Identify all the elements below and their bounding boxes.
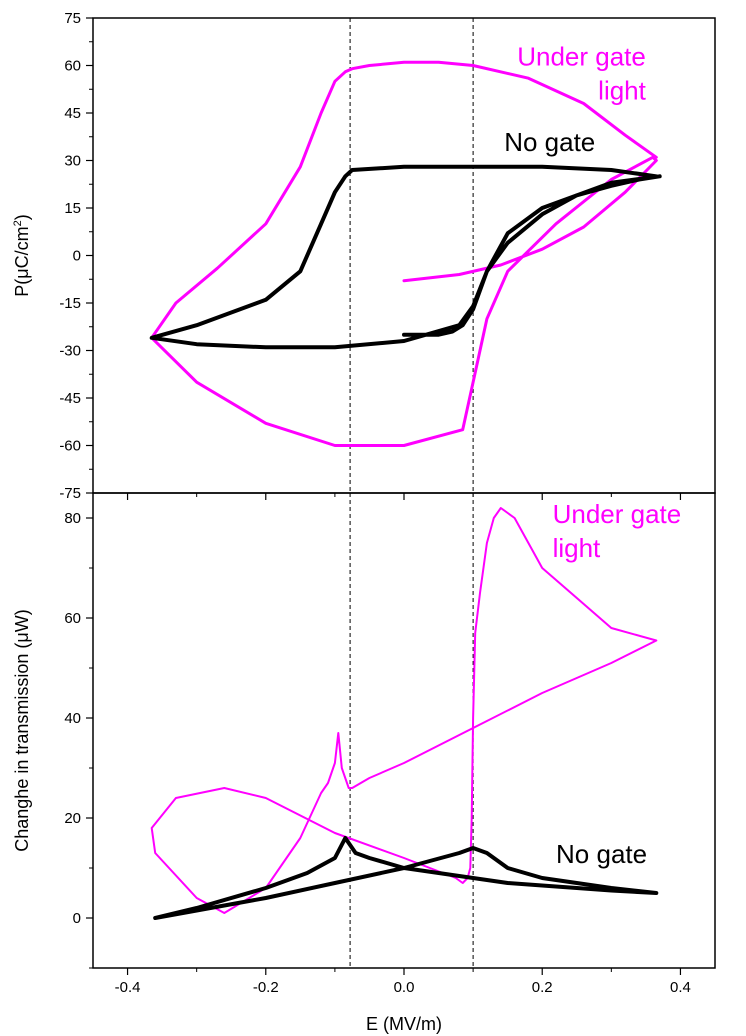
y-tick-label: 30 — [64, 153, 81, 170]
no-gate-series-line — [149, 164, 662, 350]
top-y-axis-label: P(μC/cm2) — [12, 214, 32, 297]
y-tick-label: 0 — [73, 248, 81, 265]
y-tick-label: -75 — [59, 485, 81, 502]
top-panel: -75 -60 -45 -30 -15 0 15 30 45 60 75 Under gate lig… — [12, 10, 716, 502]
top-y-label-sup: 2 — [12, 220, 24, 226]
under-gate-light-series-line — [150, 507, 658, 914]
y-tick-label: -30 — [59, 343, 81, 360]
x-axis-label: E (MV/m) — [366, 1014, 442, 1034]
y-tick-label: -60 — [59, 438, 81, 455]
y-tick-label: -45 — [59, 390, 81, 407]
bottom-y-axis-label: Changhe in transmission (μW) — [12, 609, 32, 851]
annotation-line: light — [553, 533, 601, 563]
annotation-line: light — [598, 76, 646, 106]
no-gate-annotation: No gate — [556, 839, 647, 869]
x-tick-label: -0.2 — [253, 979, 279, 996]
bottom-plot-frame — [92, 492, 716, 969]
bottom-panel: 0 20 40 60 80 -0.4 -0.2 0.0 0.2 0.4 Under gate lig… — [12, 492, 716, 1034]
y-tick-label: 20 — [64, 810, 81, 827]
x-tick-label: 0.2 — [532, 979, 553, 996]
under-gate-light-annotation: Under gate light — [553, 499, 682, 563]
y-tick-label: 15 — [64, 200, 81, 217]
y-tick-label: 80 — [64, 510, 81, 527]
top-y-label-tail: ) — [12, 214, 32, 220]
annotation-line: No gate — [556, 839, 647, 869]
bottom-dashed-guides — [349, 493, 474, 968]
bottom-annotations: Under gate light No gate — [553, 499, 682, 869]
y-tick-label: 60 — [64, 610, 81, 627]
top-y-label-main: P(μC/cm — [12, 226, 32, 296]
no-gate-annotation: No gate — [504, 127, 595, 157]
y-tick-label: 60 — [64, 58, 81, 75]
y-tick-label: 45 — [64, 105, 81, 122]
bottom-axes: 0 20 40 60 80 -0.4 -0.2 0.0 0.2 0.4 — [64, 510, 691, 996]
y-tick-label: 75 — [64, 10, 81, 27]
x-tick-label: 0.0 — [394, 979, 415, 996]
annotation-line: Under gate — [517, 42, 646, 72]
no-gate-series-line — [153, 836, 659, 920]
y-tick-label: -15 — [59, 295, 81, 312]
annotation-line: Under gate — [553, 499, 682, 529]
top-dashed-guides — [349, 18, 474, 493]
bottom-series-group — [150, 507, 659, 920]
annotation-line: No gate — [504, 127, 595, 157]
top-axes: -75 -60 -45 -30 -15 0 15 30 45 60 75 — [59, 10, 682, 502]
y-tick-label: 0 — [73, 910, 81, 927]
under-gate-light-annotation: Under gate light — [517, 42, 646, 106]
x-tick-label: -0.4 — [115, 979, 141, 996]
under-gate-light-series-line — [150, 60, 658, 447]
x-tick-label: 0.4 — [670, 979, 691, 996]
top-series-group — [149, 60, 662, 447]
y-tick-label: 40 — [64, 710, 81, 727]
